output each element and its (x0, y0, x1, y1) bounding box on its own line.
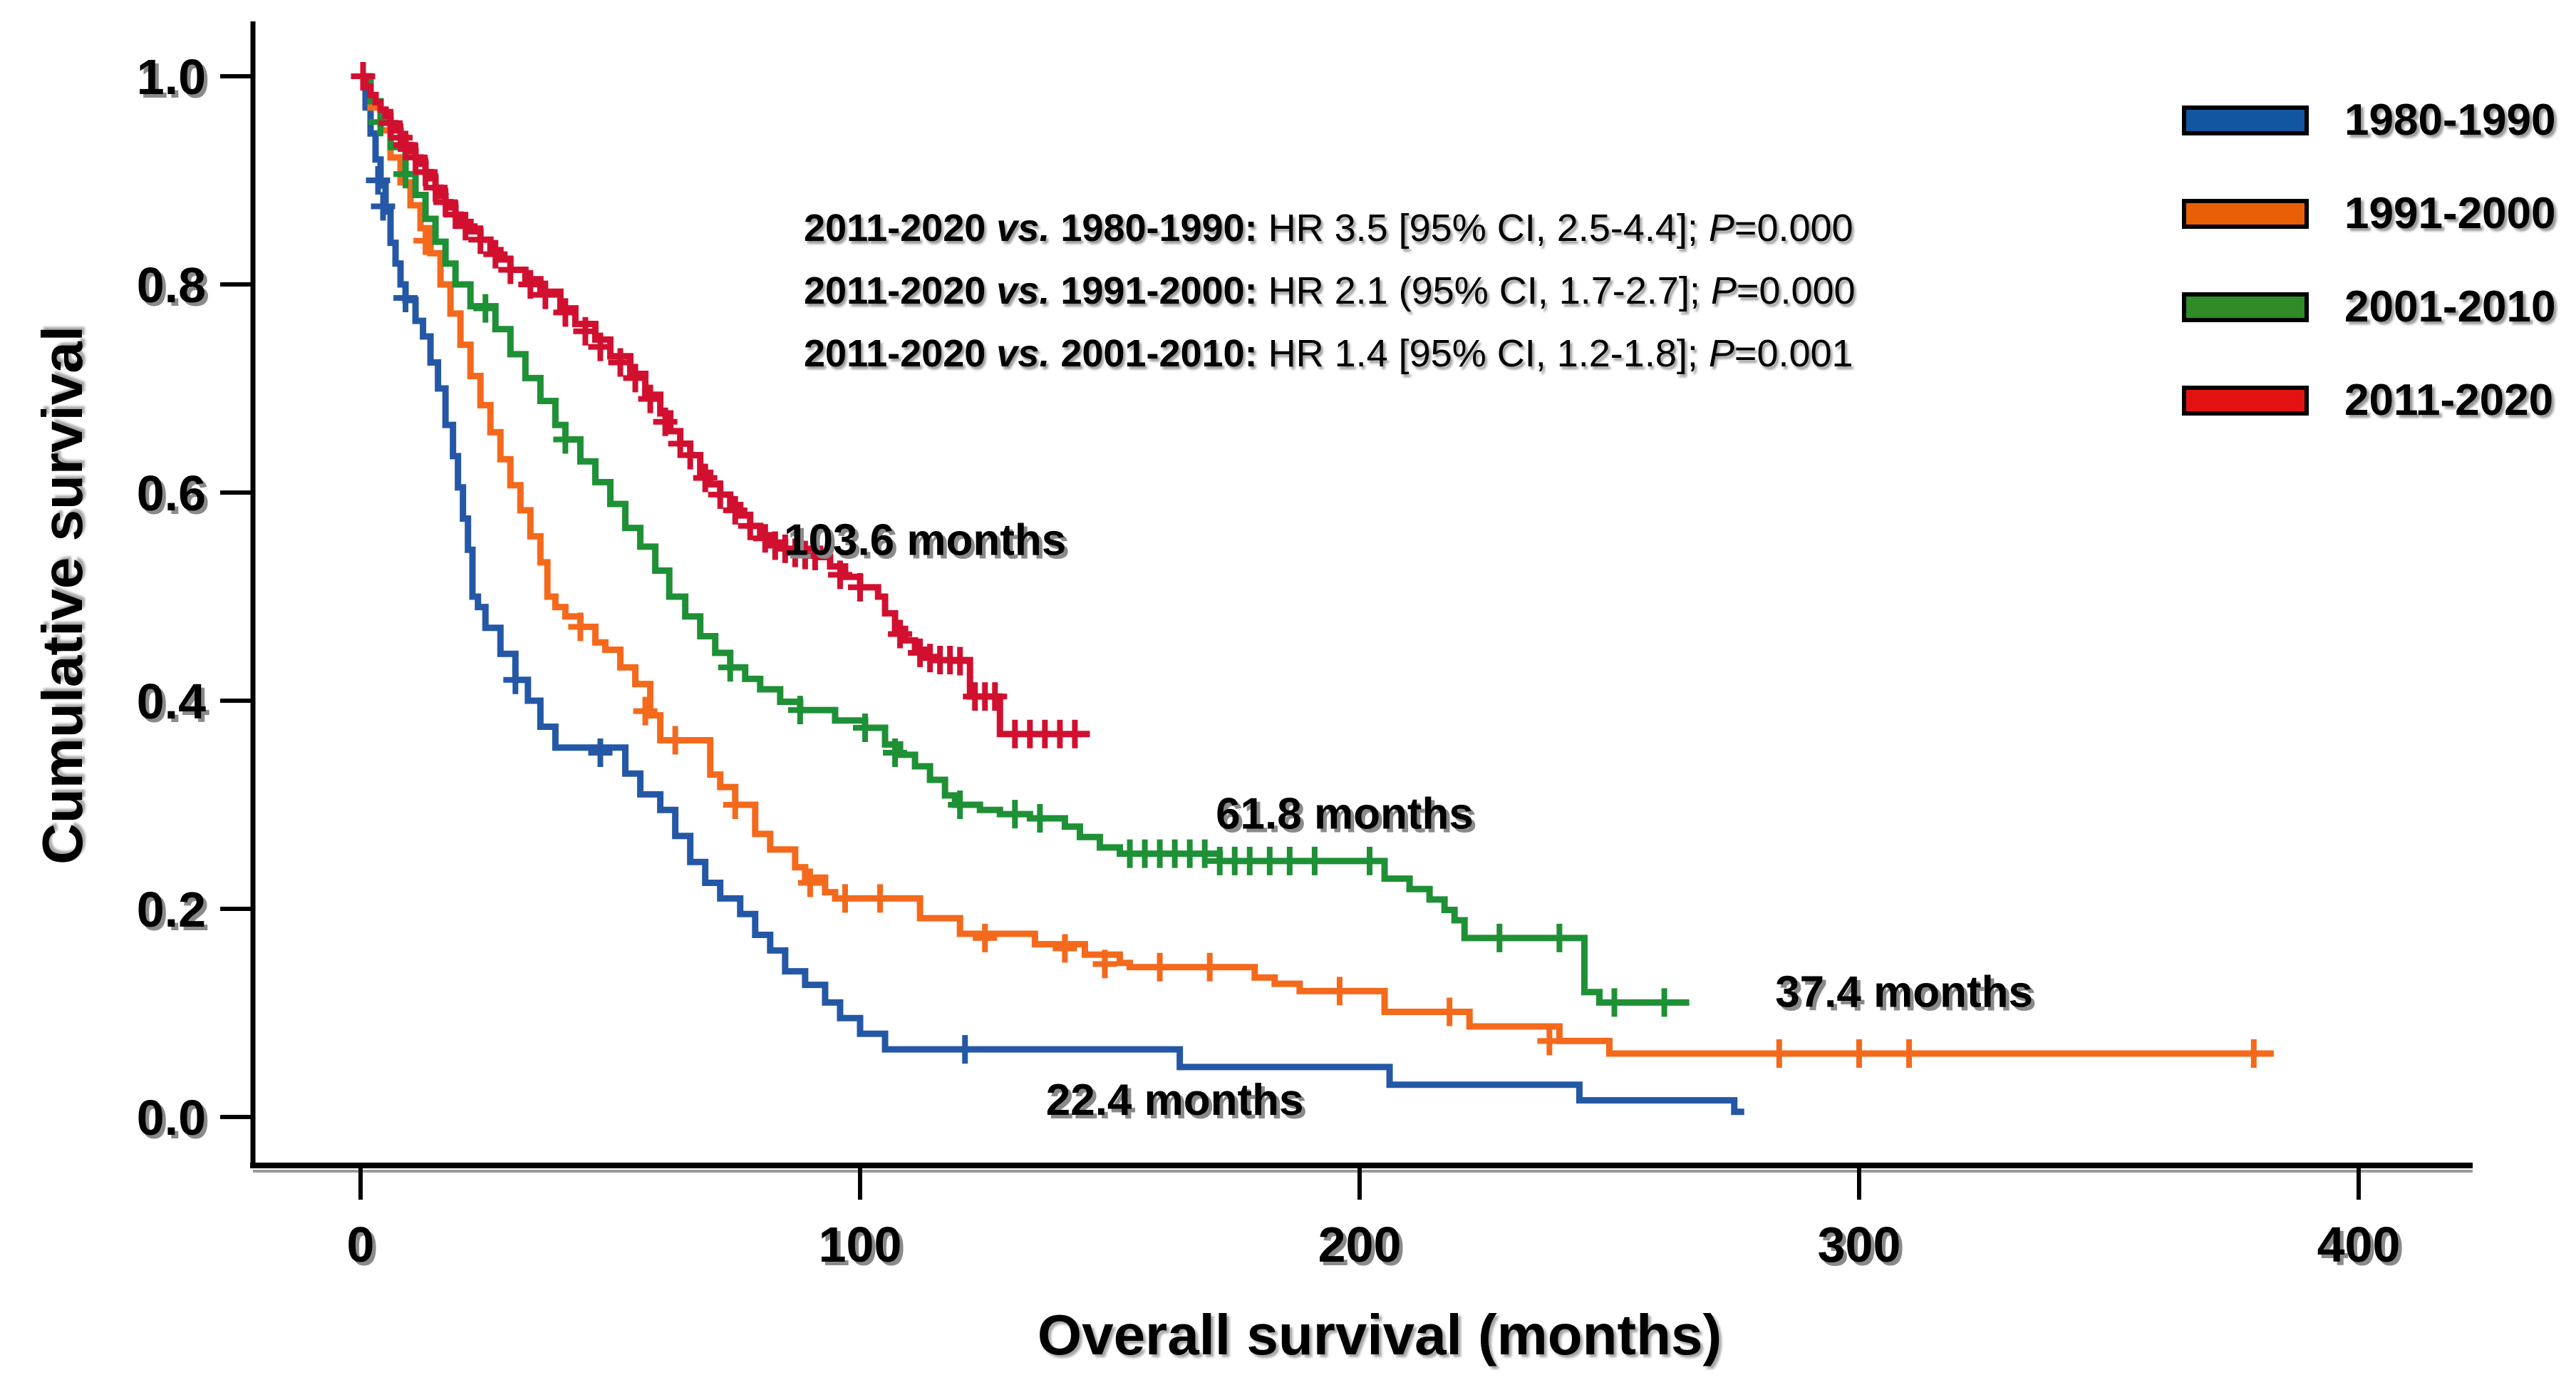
x-tick-label-shadow: 300 (1821, 1220, 1905, 1276)
y-tick-label: 0.2 (137, 882, 206, 937)
hr-stats: HR 3.5 [95% CI, 2.5-4.4]; (1268, 207, 1709, 249)
median-label-1980-1990: 22.4 months (1046, 1076, 1304, 1125)
y-tick-label: 0.4 (137, 674, 206, 729)
legend-swatch-1991-2000 (2182, 198, 2309, 229)
median-label-2001-2010-shadow: 61.8 months (1219, 793, 1477, 843)
legend-item-1980-1990: 1980-1990 (2182, 73, 2556, 167)
legend-item-1991-2000: 1991-2000 (2182, 167, 2556, 260)
median-label-2001-2010: 61.8 months (1216, 790, 1474, 839)
vs-label: vs. (996, 269, 1050, 312)
hr-annotation-line-3: 2011-2020 vs. 2001-2010: HR 1.4 [95% CI,… (804, 322, 1856, 385)
median-label-1980-1990-shadow: 22.4 months (1050, 1079, 1308, 1128)
survival-curve-2011-2020 (361, 73, 1090, 738)
median-label-1991-2000: 37.4 months (1775, 967, 2033, 1016)
legend-swatch-2011-2020 (2182, 385, 2309, 416)
hr-annotation-line-2: 2011-2020 vs. 1991-2000: HR 2.1 (95% CI,… (804, 259, 1856, 322)
x-tick-label: 100 (819, 1217, 902, 1272)
legend-label-1980-1990: 1980-1990 (2344, 96, 2556, 145)
censor-marks-2011-2020 (351, 62, 1087, 748)
comparison-group-a: 2011-2020 (804, 332, 997, 375)
legend-item-2001-2010: 2001-2010 (2182, 260, 2556, 354)
hr-annotations: 2011-2020 vs. 1980-1990: HR 3.5 [95% CI,… (804, 197, 1856, 385)
x-tick-label: 400 (2317, 1217, 2401, 1272)
comparison-group-b: 2001-2010: (1050, 332, 1268, 375)
comparison-group-a: 2011-2020 (804, 207, 997, 249)
y-tick-label-shadow: 0.0 (140, 1093, 210, 1149)
survival-curve-1991-2000 (361, 73, 2274, 1057)
x-tick-label: 200 (1318, 1217, 1402, 1272)
x-tick-label-shadow: 200 (1322, 1220, 1405, 1276)
x-tick-label: 0 (347, 1217, 375, 1272)
p-value: =0.000 (1736, 269, 1856, 312)
legend-swatch-2001-2010 (2182, 292, 2309, 322)
median-label-2011-2020-shadow: 103.6 months (787, 520, 1070, 569)
median-label-2011-2020: 103.6 months (784, 516, 1066, 565)
legend-swatch-1980-1990 (2182, 105, 2309, 135)
legend-label-1991-2000: 1991-2000 (2344, 189, 2556, 238)
hr-stats: HR 1.4 [95% CI, 1.2-1.8]; (1268, 332, 1709, 375)
y-tick-label-shadow: 0.8 (140, 261, 210, 316)
hr-stats: HR 2.1 (95% CI, 1.7-2.7]; (1268, 269, 1711, 312)
legend: 1980-1990 1991-2000 2001-2010 2011-2020 (2182, 73, 2556, 447)
legend-item-2011-2020: 2011-2020 (2182, 354, 2556, 447)
comparison-group-b: 1980-1990: (1050, 207, 1268, 249)
y-tick-label-shadow: 0.2 (140, 885, 210, 941)
x-tick-label-shadow: 400 (2321, 1220, 2404, 1276)
hr-annotation-line-1: 2011-2020 vs. 1980-1990: HR 3.5 [95% CI,… (804, 197, 1856, 259)
y-tick-label-shadow: 0.6 (140, 469, 210, 525)
y-tick-label: 1.0 (137, 49, 206, 105)
y-tick-label-shadow: 0.4 (140, 677, 210, 733)
y-axis-title: Cumulative survival (31, 326, 94, 865)
median-label-1991-2000-shadow: 37.4 months (1779, 971, 2037, 1020)
x-tick-label-shadow: 0 (351, 1220, 378, 1276)
p-value: =0.001 (1734, 332, 1853, 375)
y-tick-label: 0.6 (137, 465, 206, 521)
p-label: P (1710, 269, 1737, 312)
censor-marks-1980-1990 (366, 166, 978, 1064)
vs-label: vs. (996, 207, 1050, 249)
p-label: P (1708, 332, 1734, 375)
vs-label: vs. (996, 332, 1050, 375)
y-tick-label-shadow: 1.0 (140, 53, 210, 108)
legend-label-2001-2010: 2001-2010 (2344, 282, 2556, 331)
legend-label-2011-2020: 2011-2020 (2344, 376, 2554, 425)
censor-marks-1991-2000 (413, 226, 2266, 1068)
comparison-group-b: 1991-2000: (1050, 269, 1268, 312)
p-value: =0.000 (1734, 207, 1853, 249)
y-tick-label: 0.8 (137, 257, 206, 313)
x-tick-label: 300 (1818, 1217, 1901, 1272)
x-axis-title: Overall survival (months) (1037, 1303, 1722, 1366)
y-tick-label: 0.0 (137, 1090, 206, 1146)
x-tick-label-shadow: 100 (822, 1220, 906, 1276)
p-label: P (1708, 207, 1734, 249)
comparison-group-a: 2011-2020 (804, 269, 997, 312)
